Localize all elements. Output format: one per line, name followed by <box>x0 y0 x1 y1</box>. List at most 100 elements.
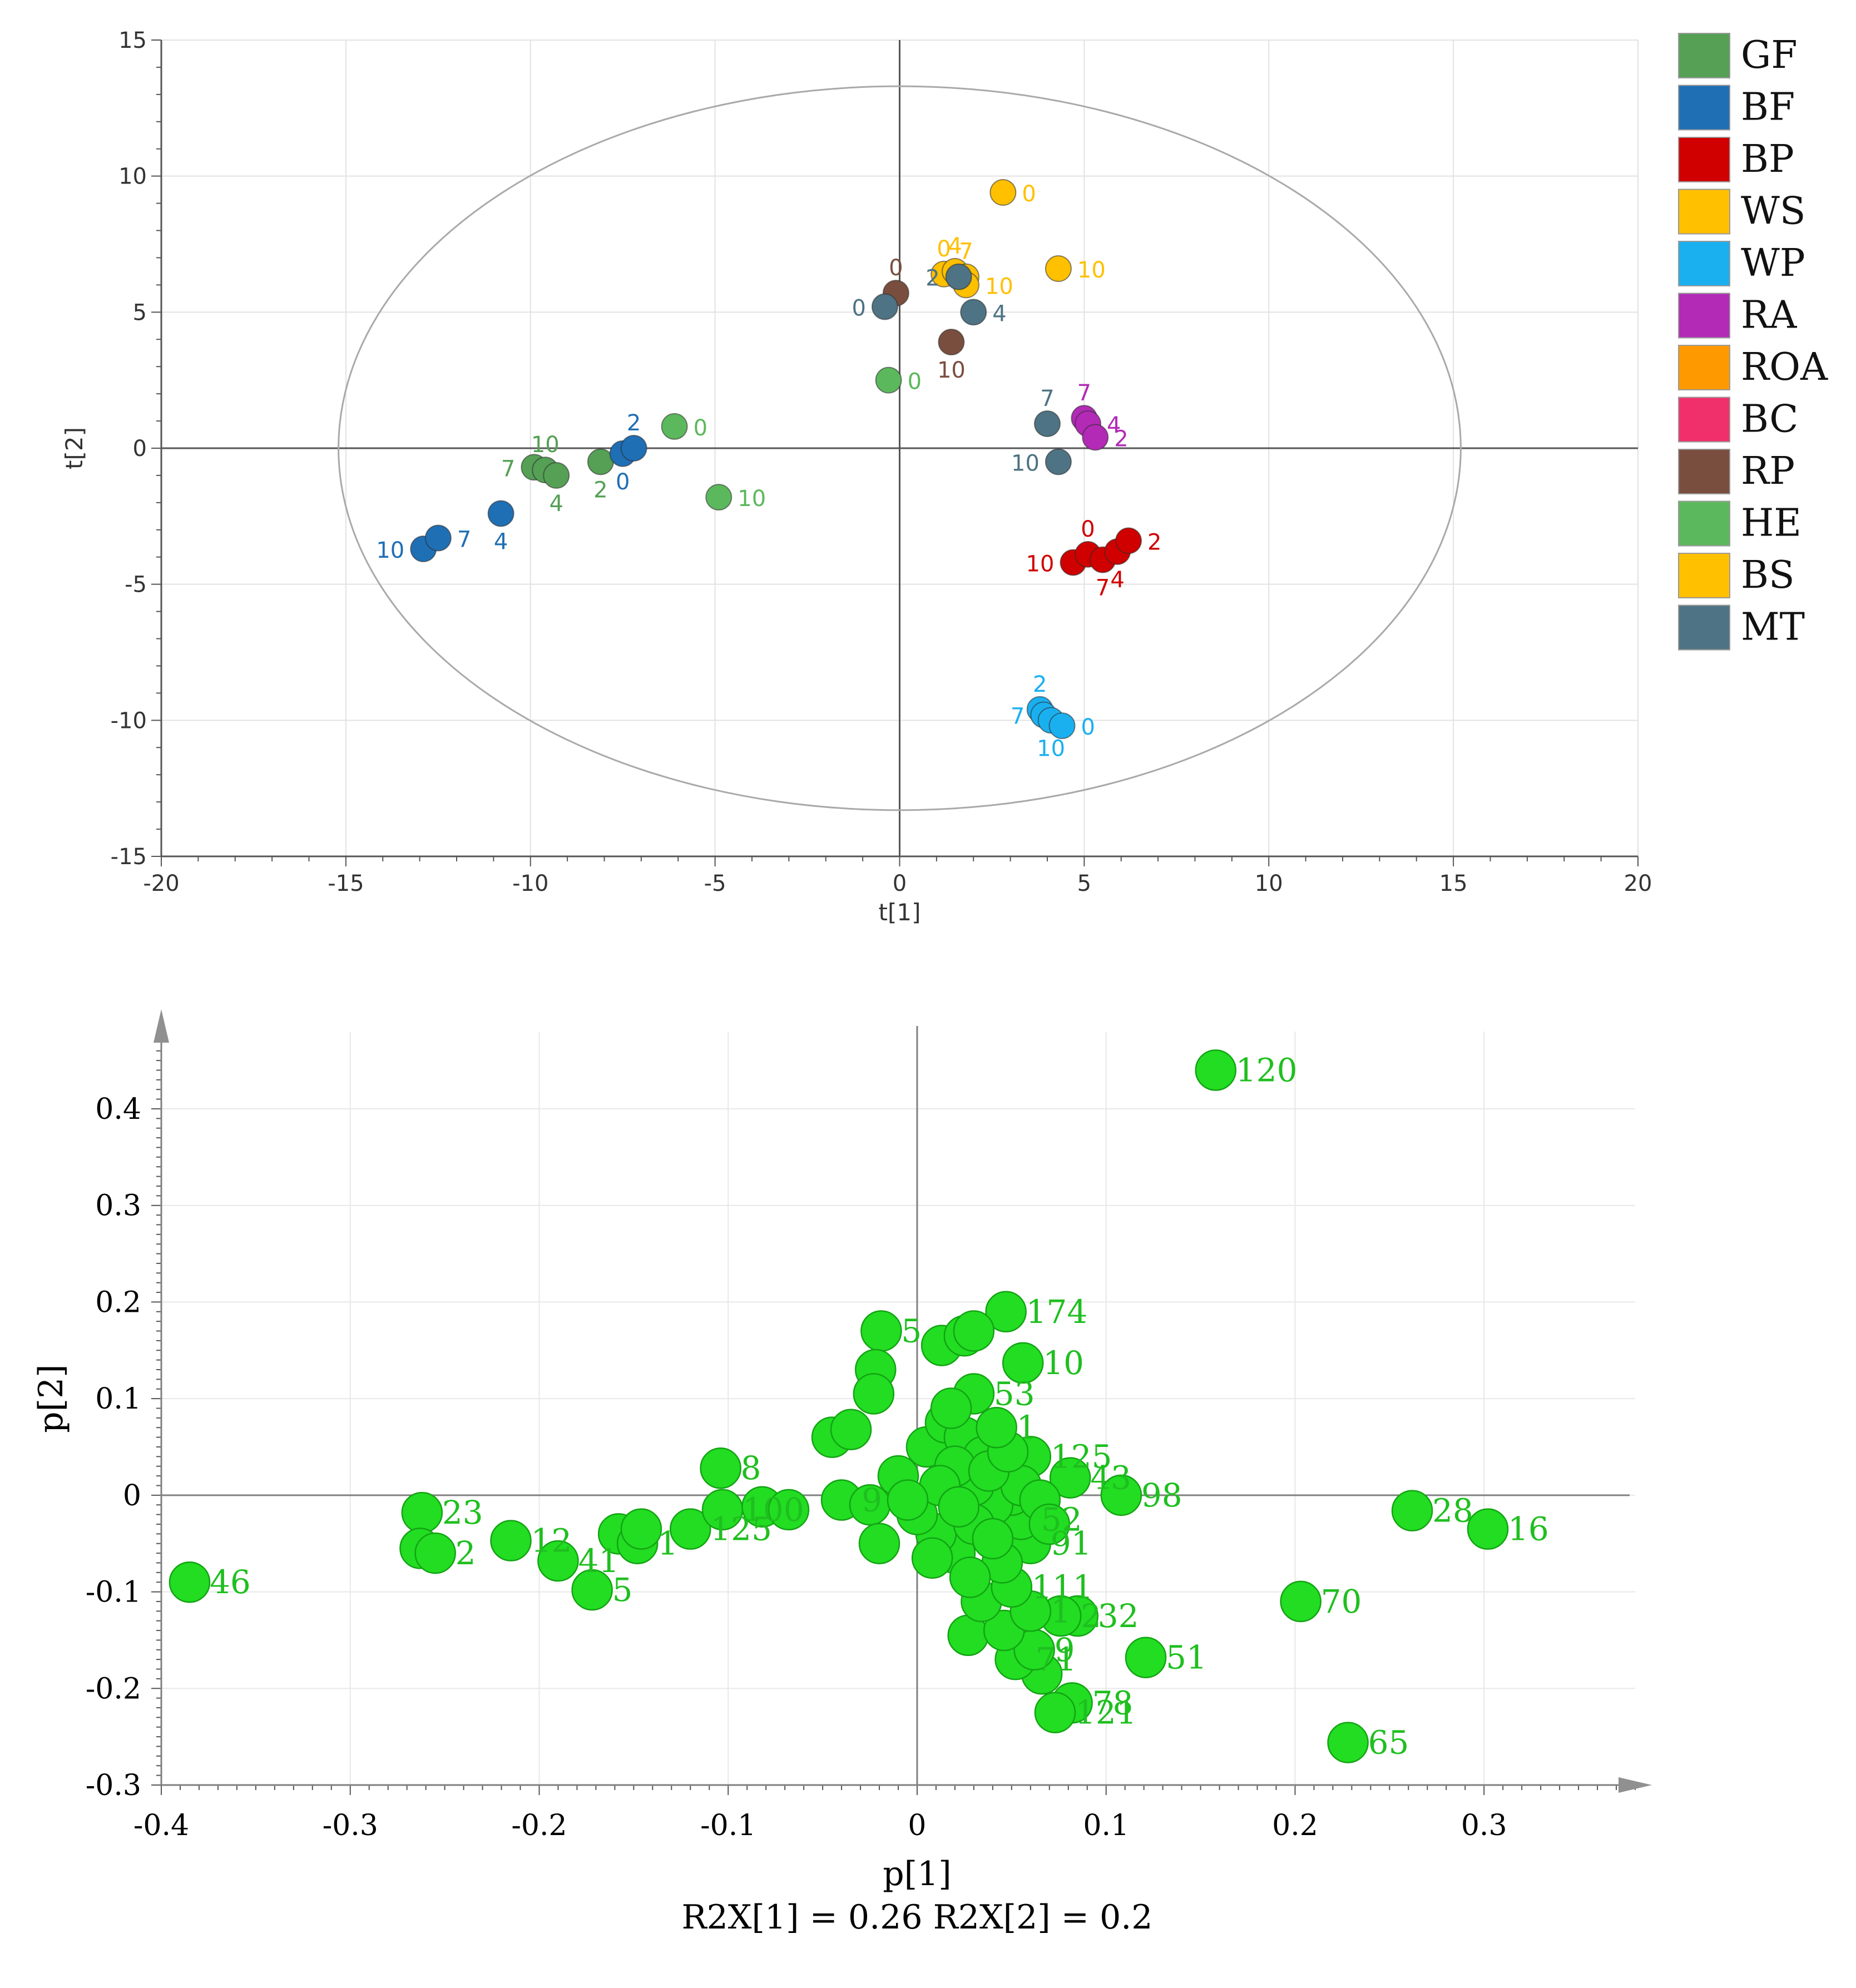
score-point-mt <box>871 293 898 320</box>
legend-swatch-gf <box>1678 33 1730 78</box>
loading-point-label: 174 <box>1026 1293 1088 1331</box>
loading-point <box>949 1556 991 1598</box>
score-point-label: 7 <box>457 527 471 552</box>
loading-point-label: 1 <box>1017 1409 1037 1446</box>
x-axis-label: p[1] <box>883 1855 951 1893</box>
score-point-label: 0 <box>1081 517 1095 542</box>
legend-label-ra: RA <box>1741 294 1797 338</box>
loading-plot: -0.4 -0.3 -0.2 -0.1 0 0.1 0.2 0.3 0.4 0.3 0.2 0.1 0 -… <box>32 1009 1652 1937</box>
score-point-label: 10 <box>376 538 404 563</box>
loading-point <box>1028 1503 1071 1545</box>
score-point-he <box>661 413 688 440</box>
loading-point-label: 121 <box>1075 1694 1137 1732</box>
score-point-label: 2 <box>1033 672 1047 697</box>
loading-point-label: 5 <box>612 1571 633 1609</box>
loading-point <box>1049 1457 1091 1499</box>
loading-point <box>976 1406 1017 1449</box>
loading-point-label: 91 <box>1051 1525 1092 1563</box>
legend-label-gf: GF <box>1741 33 1798 77</box>
y-tick-label: 15 <box>118 28 147 53</box>
legend-swatch-bp <box>1678 137 1730 182</box>
score-point-label: 0 <box>1081 715 1095 740</box>
loading-point-label: 9 <box>1055 1631 1075 1669</box>
score-point-bp <box>1115 527 1142 554</box>
loading-point <box>490 1520 532 1561</box>
score-point-label: 10 <box>1077 257 1106 283</box>
score-point-bf <box>620 435 647 462</box>
legend: GF BF BP WS WP RA ROA BC RP HE BS MT <box>1678 33 1828 651</box>
score-point-label: 4 <box>992 301 1006 326</box>
loading-point-label: 111 <box>1032 1568 1093 1606</box>
score-point-label: 7 <box>959 239 973 265</box>
y-axis-label: p[2] <box>32 1364 71 1432</box>
x-axis-arrow <box>1619 1777 1652 1793</box>
legend-swatch-ra <box>1678 293 1730 339</box>
loading-point <box>830 1409 872 1450</box>
loading-point <box>1100 1474 1142 1516</box>
loading-point <box>853 1373 895 1415</box>
score-point-mt <box>960 299 987 326</box>
x-tick-label: -20 <box>143 871 179 896</box>
legend-swatch-roa <box>1678 345 1730 390</box>
y-tick-label: 0 <box>133 436 147 462</box>
score-point-label: 0 <box>908 369 922 395</box>
loading-point <box>1002 1342 1044 1384</box>
y-tick-label: -0.3 <box>86 1769 141 1802</box>
loading-point <box>414 1532 456 1574</box>
loading-point <box>972 1518 1014 1560</box>
legend-label-bf: BF <box>1741 86 1795 130</box>
legend-swatch-ws <box>1678 189 1730 235</box>
score-point-label: 2 <box>1114 426 1128 452</box>
score-point-label: 10 <box>1026 552 1055 577</box>
score-point-label: 0 <box>889 255 903 281</box>
score-point-mt <box>1034 410 1061 437</box>
loading-point-label: 51 <box>1166 1639 1207 1677</box>
score-point-label: 0 <box>937 236 951 262</box>
loading-point-label: 28 <box>1432 1492 1473 1530</box>
legend-swatch-mt <box>1678 604 1730 651</box>
loading-point <box>938 1486 979 1528</box>
loading-point <box>537 1540 579 1582</box>
loading-point-label: 1 <box>657 1525 678 1563</box>
loading-point <box>887 1479 929 1521</box>
explained-variance-subtitle: R2X[1] = 0.26 R2X[2] = 0.2 <box>681 1898 1152 1937</box>
score-point-ws <box>1045 255 1072 282</box>
loading-point-label: 125 <box>1051 1437 1112 1475</box>
hotelling-ellipse <box>338 85 1462 811</box>
legend-label-roa: ROA <box>1741 345 1828 389</box>
score-point-ra <box>1082 424 1109 451</box>
score-plot: -20 -15 -10 -5 0 5 10 15 20151050-5-10-15t[1]t[2… <box>61 28 1652 926</box>
x-tick-label: -10 <box>512 871 548 896</box>
y-tick-label: -15 <box>111 844 147 870</box>
legend-swatch-wp <box>1678 241 1730 286</box>
x-tick-label: 15 <box>1439 871 1468 896</box>
legend-swatch-bc <box>1678 396 1730 443</box>
legend-label-bc: BC <box>1741 398 1798 442</box>
x-tick-label: 10 <box>1255 871 1283 896</box>
y-tick-label: -5 <box>125 572 147 598</box>
score-point-label: 4 <box>1107 413 1121 438</box>
score-point-label: 7 <box>1077 380 1091 406</box>
score-point-label: 10 <box>937 358 966 383</box>
loading-point-label: 43 <box>1090 1459 1131 1497</box>
loading-point-label: 100 <box>743 1491 804 1529</box>
loading-point-label: 2 <box>1081 1597 1101 1635</box>
score-point-label: 2 <box>627 410 641 436</box>
loading-point <box>700 1447 741 1489</box>
loading-point-label: 10 <box>1043 1344 1084 1382</box>
x-tick-label: -0.4 <box>133 1809 189 1842</box>
y-tick-label: -0.2 <box>86 1672 141 1706</box>
score-point-label: 2 <box>593 477 607 503</box>
loading-point-label: 8 <box>741 1449 761 1487</box>
loading-point <box>1125 1637 1167 1678</box>
x-tick-label: 0.3 <box>1461 1809 1507 1842</box>
loading-point <box>169 1561 211 1603</box>
loading-point-label: 16 <box>1508 1510 1549 1548</box>
y-axis-arrow <box>154 1009 169 1043</box>
x-axis-label: t[1] <box>879 899 921 926</box>
score-point-label: 7 <box>1011 704 1024 730</box>
score-point-label: 10 <box>531 432 560 458</box>
loading-point-label: 41 <box>578 1542 619 1580</box>
loading-point <box>571 1569 613 1611</box>
score-point-label: 10 <box>1011 450 1040 476</box>
